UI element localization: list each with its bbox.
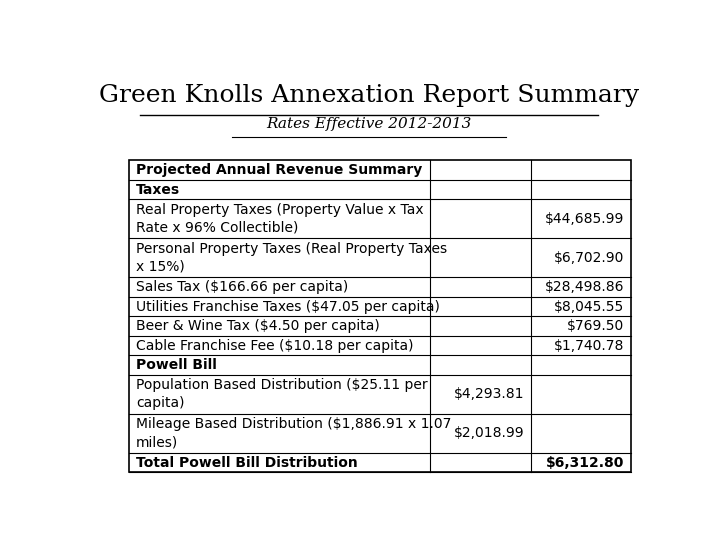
- Text: $769.50: $769.50: [567, 319, 624, 333]
- Text: Sales Tax ($166.66 per capita): Sales Tax ($166.66 per capita): [136, 280, 348, 294]
- Text: Utilities Franchise Taxes ($47.05 per capita): Utilities Franchise Taxes ($47.05 per ca…: [136, 300, 440, 314]
- Text: Real Property Taxes (Property Value x Tax
Rate x 96% Collectible): Real Property Taxes (Property Value x Ta…: [136, 203, 423, 235]
- Text: $2,018.99: $2,018.99: [454, 426, 524, 440]
- Text: $6,312.80: $6,312.80: [546, 456, 624, 470]
- Text: Beer & Wine Tax ($4.50 per capita): Beer & Wine Tax ($4.50 per capita): [136, 319, 379, 333]
- Text: $28,498.86: $28,498.86: [545, 280, 624, 294]
- Text: Personal Property Taxes (Real Property Taxes
x 15%): Personal Property Taxes (Real Property T…: [136, 242, 447, 274]
- Text: Mileage Based Distribution ($1,886.91 x 1.07
miles): Mileage Based Distribution ($1,886.91 x …: [136, 417, 451, 449]
- Text: Total Powell Bill Distribution: Total Powell Bill Distribution: [136, 456, 358, 470]
- Text: Projected Annual Revenue Summary: Projected Annual Revenue Summary: [136, 163, 422, 177]
- Text: $8,045.55: $8,045.55: [554, 300, 624, 314]
- Text: Green Knolls Annexation Report Summary: Green Knolls Annexation Report Summary: [99, 84, 639, 106]
- Text: Cable Franchise Fee ($10.18 per capita): Cable Franchise Fee ($10.18 per capita): [136, 339, 413, 353]
- Text: $4,293.81: $4,293.81: [454, 387, 524, 401]
- Text: Powell Bill: Powell Bill: [136, 358, 217, 372]
- Text: Population Based Distribution ($25.11 per
capita): Population Based Distribution ($25.11 pe…: [136, 379, 428, 410]
- Text: $1,740.78: $1,740.78: [554, 339, 624, 353]
- Text: Taxes: Taxes: [136, 183, 180, 197]
- Text: Rates Effective 2012-2013: Rates Effective 2012-2013: [266, 117, 472, 131]
- Text: $44,685.99: $44,685.99: [545, 212, 624, 226]
- Text: $6,702.90: $6,702.90: [554, 251, 624, 265]
